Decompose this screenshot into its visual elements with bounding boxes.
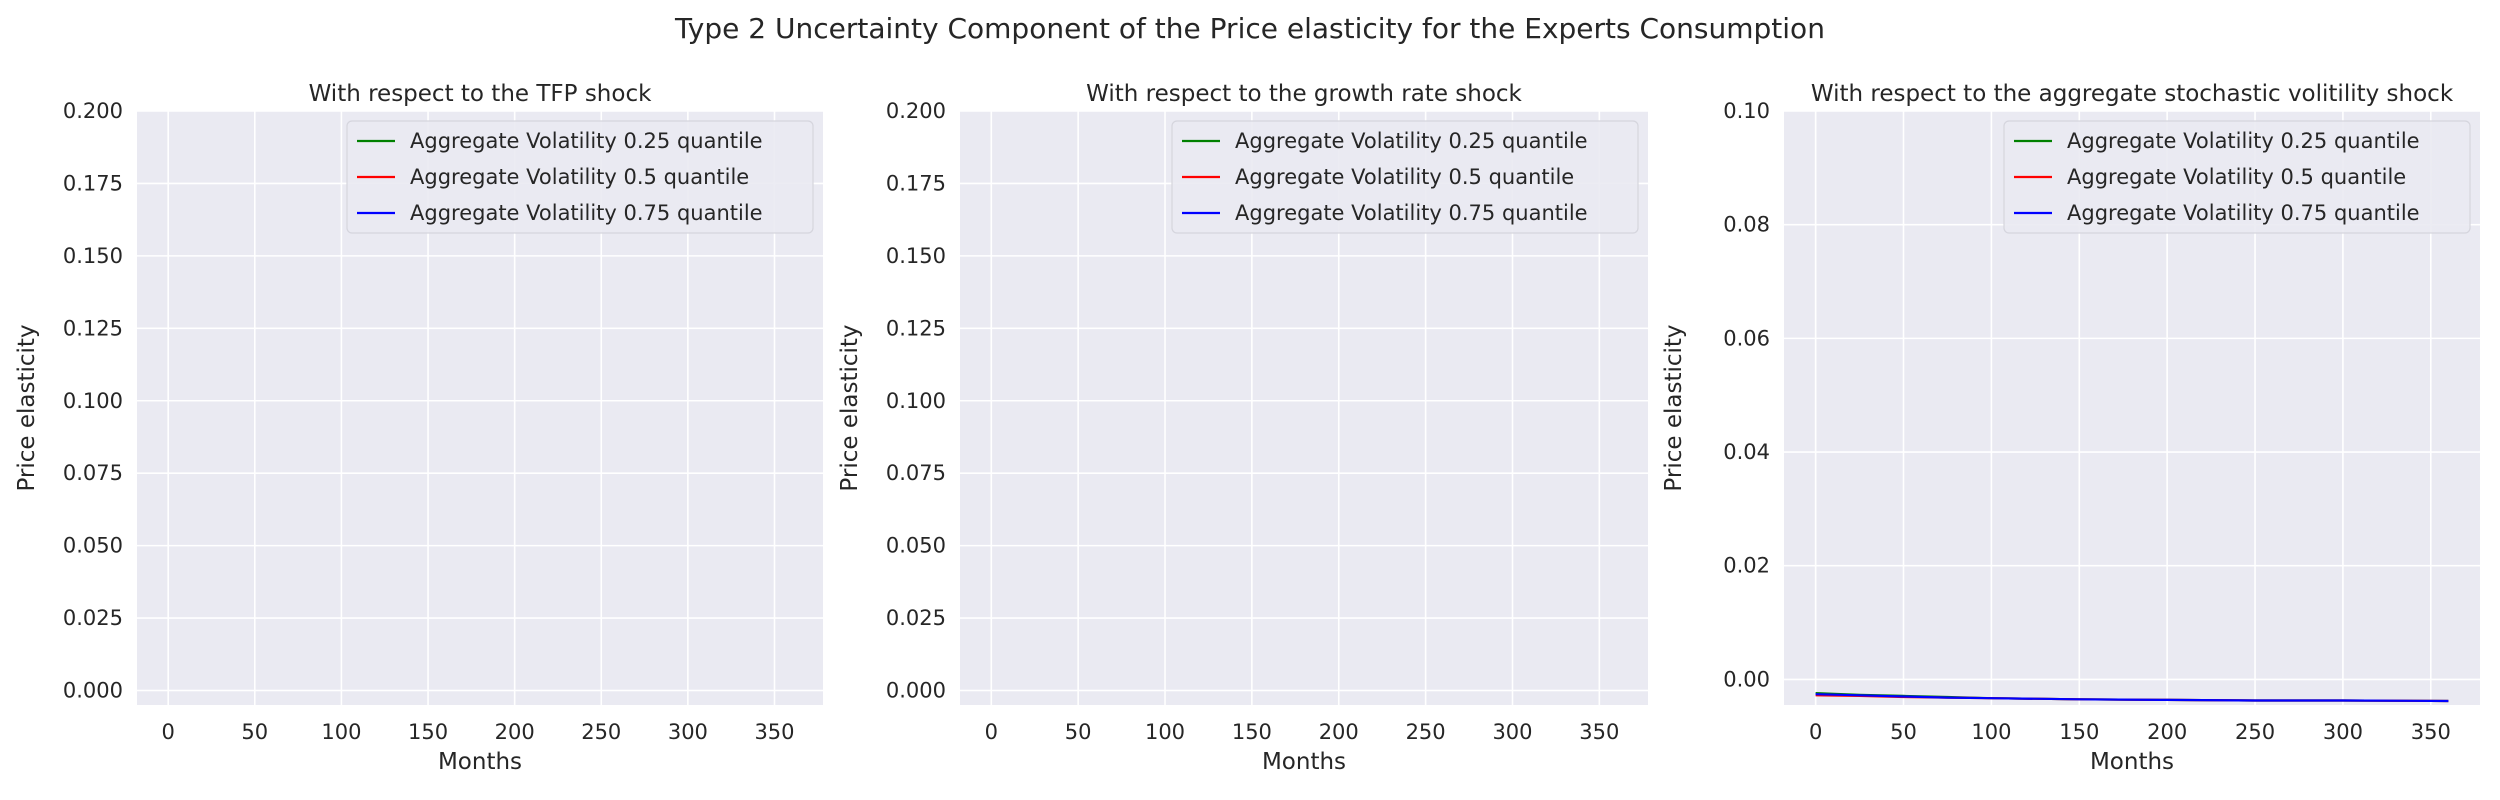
x-tick-label: 100 xyxy=(321,720,361,744)
panel-title: With respect to the growth rate shock xyxy=(1086,81,1522,107)
x-tick-label: 350 xyxy=(1579,720,1619,744)
x-tick-label: 0 xyxy=(161,720,174,744)
x-tick-label: 300 xyxy=(1492,720,1532,744)
y-tick-label: 0.150 xyxy=(886,244,946,268)
x-tick-label: 250 xyxy=(581,720,621,744)
legend: Aggregate Volatility 0.25 quantile Aggreg… xyxy=(2003,120,2471,234)
y-tick-label: 0.025 xyxy=(886,606,946,630)
legend-entry: Aggregate Volatility 0.25 quantile xyxy=(410,129,763,153)
x-tick-label: 150 xyxy=(1232,720,1272,744)
y-tick-label: 0.00 xyxy=(1723,667,1770,691)
x-axis-label: Months xyxy=(1262,749,1346,775)
y-tick-label: 0.08 xyxy=(1723,213,1770,237)
x-tick-label: 50 xyxy=(241,720,268,744)
y-tick-label: 0.02 xyxy=(1723,554,1770,578)
panel-title: With respect to the aggregate stochastic… xyxy=(1811,81,2454,107)
y-tick-label: 0.04 xyxy=(1723,440,1770,464)
y-tick-label: 0.200 xyxy=(886,99,946,123)
chart-panel-2: 0 50 100 150 200 250 300 350 0.000 0.025 0.050 0.07… xyxy=(837,81,1648,775)
y-tick-label: 0.000 xyxy=(63,679,123,703)
x-tick-label: 350 xyxy=(754,720,794,744)
x-tick-label: 350 xyxy=(2411,720,2451,744)
x-tick-label: 100 xyxy=(1145,720,1185,744)
x-tick-label: 0 xyxy=(1809,720,1822,744)
y-axis-label: Price elasticity xyxy=(837,324,863,491)
x-tick-label: 150 xyxy=(408,720,448,744)
legend-entry: Aggregate Volatility 0.25 quantile xyxy=(1235,129,1588,153)
y-tick-label: 0.125 xyxy=(886,316,946,340)
x-tick-label: 50 xyxy=(1065,720,1092,744)
y-tick-label: 0.175 xyxy=(886,171,946,195)
y-tick-label: 0.075 xyxy=(886,461,946,485)
x-tick-label: 0 xyxy=(985,720,998,744)
y-tick-label: 0.10 xyxy=(1723,99,1770,123)
y-tick-label: 0.050 xyxy=(886,534,946,558)
y-tick-label: 0.150 xyxy=(63,244,123,268)
legend-entry: Aggregate Volatility 0.25 quantile xyxy=(2067,129,2420,153)
x-tick-label: 200 xyxy=(2147,720,2187,744)
legend: Aggregate Volatility 0.25 quantile Aggreg… xyxy=(346,120,814,234)
x-tick-label: 100 xyxy=(1971,720,2011,744)
legend-frame xyxy=(346,120,814,234)
x-tick-label: 250 xyxy=(1406,720,1446,744)
legend-entry: Aggregate Volatility 0.5 quantile xyxy=(2067,165,2406,189)
y-tick-label: 0.025 xyxy=(63,606,123,630)
y-axis-label: Price elasticity xyxy=(1661,324,1687,491)
y-tick-label: 0.06 xyxy=(1723,326,1770,350)
x-tick-label: 50 xyxy=(1890,720,1917,744)
x-tick-label: 200 xyxy=(495,720,535,744)
y-tick-label: 0.100 xyxy=(63,389,123,413)
x-tick-label: 200 xyxy=(1319,720,1359,744)
panel-title: With respect to the TFP shock xyxy=(309,81,653,107)
y-tick-label: 0.175 xyxy=(63,171,123,195)
legend-entry: Aggregate Volatility 0.75 quantile xyxy=(1235,201,1588,225)
figure-title: Type 2 Uncertainty Component of the Pric… xyxy=(674,12,1825,45)
legend-frame xyxy=(2003,120,2471,234)
x-tick-label: 250 xyxy=(2235,720,2275,744)
x-axis-label: Months xyxy=(2090,749,2174,775)
legend: Aggregate Volatility 0.25 quantile Aggreg… xyxy=(1171,120,1639,234)
y-tick-label: 0.125 xyxy=(63,316,123,340)
x-tick-label: 300 xyxy=(2323,720,2363,744)
y-axis-label: Price elasticity xyxy=(14,324,40,491)
legend-entry: Aggregate Volatility 0.5 quantile xyxy=(1235,165,1574,189)
x-tick-label: 150 xyxy=(2059,720,2099,744)
legend-entry: Aggregate Volatility 0.5 quantile xyxy=(410,165,749,189)
legend-frame xyxy=(1171,120,1639,234)
y-tick-label: 0.075 xyxy=(63,461,123,485)
legend-entry: Aggregate Volatility 0.75 quantile xyxy=(410,201,763,225)
y-tick-label: 0.000 xyxy=(886,679,946,703)
x-tick-label: 300 xyxy=(668,720,708,744)
legend-entry: Aggregate Volatility 0.75 quantile xyxy=(2067,201,2420,225)
chart-panel-3: 0 50 100 150 200 250 300 350 0.00 0.02 0.04 0.06 0.0… xyxy=(1661,81,2480,775)
chart-panel-1: 0 50 100 150 200 250 300 350 0.000 0.025 0.050 0.07… xyxy=(14,81,823,775)
y-tick-label: 0.200 xyxy=(63,99,123,123)
y-tick-label: 0.100 xyxy=(886,389,946,413)
y-tick-label: 0.050 xyxy=(63,534,123,558)
x-axis-label: Months xyxy=(438,749,522,775)
series-line-3 xyxy=(1815,693,2449,703)
